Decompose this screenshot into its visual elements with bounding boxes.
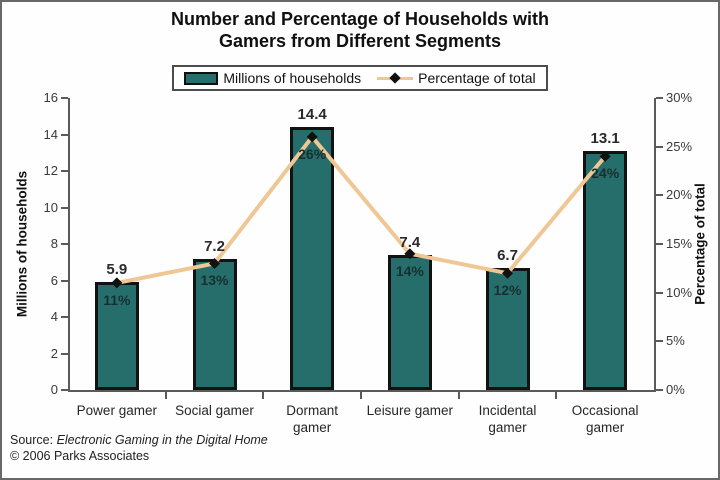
right-axis-tick-label: 5% <box>666 333 685 349</box>
source-note: Source: Electronic Gaming in the Digital… <box>10 432 268 464</box>
left-axis-tick <box>61 97 68 99</box>
source-line: Source: Electronic Gaming in the Digital… <box>10 433 268 447</box>
x-axis-tick <box>360 392 362 399</box>
right-axis-tick-label: 20% <box>666 187 693 203</box>
legend-item-percentage: Percentage of total <box>377 70 536 86</box>
right-axis-tick <box>656 389 663 391</box>
left-axis-tick <box>61 316 68 318</box>
legend-box: Millions of households Percentage of tot… <box>172 65 548 91</box>
source-publication: Electronic Gaming in the Digital Home <box>56 433 268 447</box>
line-value-label-power-gamer: 11% <box>103 291 131 308</box>
line-swatch-icon <box>377 72 414 84</box>
left-axis-tick-label: 0 <box>50 382 58 397</box>
right-axis-tick-label: 25% <box>666 138 693 154</box>
legend-label-percentage: Percentage of total <box>418 70 536 86</box>
category-label-occasional-gamer: Occasional gamer <box>571 403 639 435</box>
left-axis-tick <box>61 206 68 209</box>
legend: Millions of households Percentage of tot… <box>2 65 718 91</box>
category-label-leisure-gamer: Leisure gamer <box>366 403 453 418</box>
left-axis-tick <box>61 389 68 391</box>
category-label-power-gamer: Power gamer <box>76 403 157 418</box>
bar-value-label-incidental-gamer: 6.7 <box>497 246 518 264</box>
bar-occasional-gamer <box>583 150 628 390</box>
right-axis-tick-label: 15% <box>666 236 693 251</box>
bar-dormant-gamer <box>290 127 335 390</box>
y-axis-right-line <box>654 98 656 390</box>
left-axis-tick <box>61 279 68 282</box>
bar-swatch-icon <box>184 71 219 85</box>
diamond-marker-icon <box>502 267 513 279</box>
chart-title-line2: Gamers from Different Segments <box>218 31 502 51</box>
diamond-marker-icon <box>404 248 416 260</box>
right-axis-tick <box>656 145 663 148</box>
x-axis-tick <box>555 392 558 399</box>
bar-incidental-gamer <box>485 267 530 390</box>
left-axis-tick-label: 4 <box>50 309 58 324</box>
bar-value-label-dormant-gamer: 14.4 <box>297 106 327 124</box>
legend-label-households: Millions of households <box>223 70 362 86</box>
left-axis-tick-label: 16 <box>43 90 58 105</box>
diamond-marker-icon <box>111 277 123 289</box>
bar-value-label-leisure-gamer: 7.4 <box>399 233 421 251</box>
right-axis-tick <box>656 243 663 245</box>
chart-title: Number and Percentage of Households with… <box>2 8 718 52</box>
diamond-marker-icon <box>599 150 611 162</box>
percentage-line-layer <box>111 131 611 289</box>
left-axis-tick <box>61 170 68 172</box>
bar-value-label-occasional-gamer: 13.1 <box>590 129 620 147</box>
bar-value-label-power-gamer: 5.9 <box>106 261 128 279</box>
bar-leisure-gamer <box>387 254 432 390</box>
right-axis-tick <box>656 340 663 343</box>
line-value-label-social-gamer: 13% <box>200 272 229 289</box>
left-axis-tick-label: 12 <box>43 163 58 178</box>
bar-social-gamer <box>192 258 237 390</box>
right-axis-tick <box>656 291 663 294</box>
chart-title-line1: Number and Percentage of Households with <box>170 9 550 29</box>
left-axis-tick-label: 14 <box>43 126 58 142</box>
right-axis-tick <box>656 194 663 197</box>
right-axis-tick-label: 0% <box>666 382 685 397</box>
legend-item-households: Millions of households <box>184 70 361 86</box>
diamond-marker-icon <box>306 131 318 143</box>
line-value-label-dormant-gamer: 26% <box>298 145 327 162</box>
copyright-line: © 2006 Parks Associates <box>10 449 150 463</box>
left-axis-tick-label: 10 <box>43 199 58 215</box>
percentage-line <box>116 133 607 285</box>
line-value-label-incidental-gamer: 12% <box>493 282 522 299</box>
left-axis-tick-label: 2 <box>50 345 58 361</box>
x-axis-tick <box>164 392 167 399</box>
right-axis-tick <box>656 97 663 99</box>
line-value-label-leisure-gamer: 14% <box>395 262 424 279</box>
right-axis-tick-label: 10% <box>666 284 693 300</box>
x-axis-tick <box>262 392 265 399</box>
left-axis-tick-label: 6 <box>50 272 58 288</box>
x-axis-tick <box>457 392 460 399</box>
x-axis-line <box>68 390 656 392</box>
y-axis-left-line <box>68 98 70 390</box>
diamond-marker-icon <box>209 257 220 269</box>
category-label-incidental-gamer: Incidental gamer <box>478 403 537 435</box>
left-axis-tick <box>61 133 68 136</box>
category-label-social-gamer: Social gamer <box>175 403 254 418</box>
right-axis-tick-label: 30% <box>666 90 693 105</box>
bar-value-label-social-gamer: 7.2 <box>204 237 225 255</box>
left-axis-tick <box>61 243 68 245</box>
category-label-dormant-gamer: Dormant gamer <box>286 403 339 435</box>
left-axis-tick <box>61 352 68 355</box>
left-axis-tick-label: 8 <box>50 236 58 251</box>
line-value-label-occasional-gamer: 24% <box>591 165 620 182</box>
